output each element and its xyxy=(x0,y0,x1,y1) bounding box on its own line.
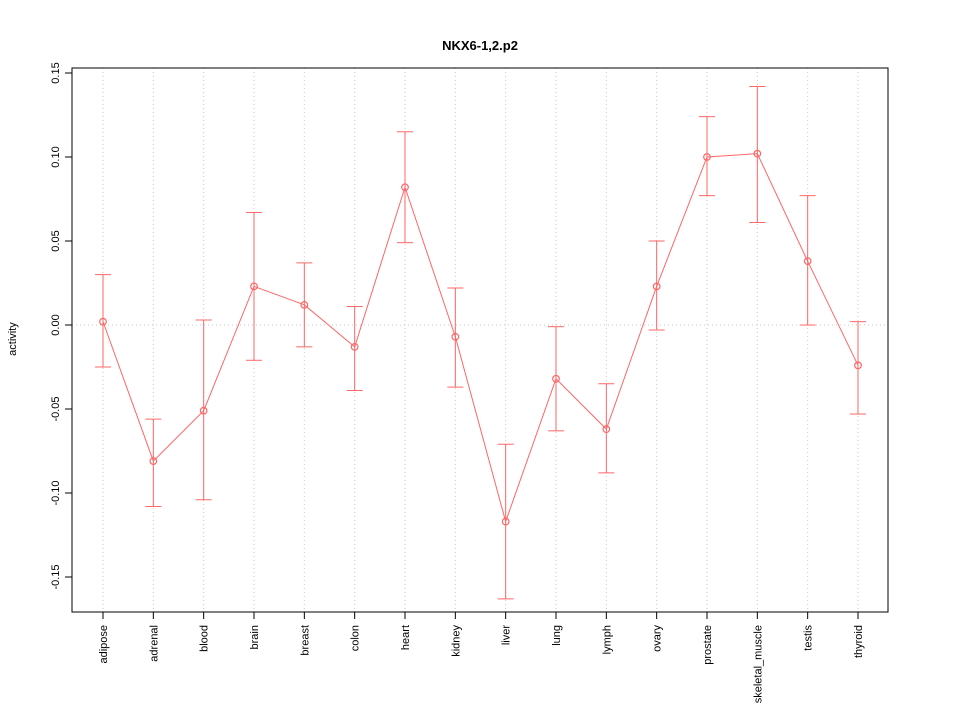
svg-text:prostate: prostate xyxy=(702,625,714,665)
svg-text:0.00: 0.00 xyxy=(50,314,62,335)
svg-text:breast: breast xyxy=(299,625,311,656)
svg-text:kidney: kidney xyxy=(450,625,462,657)
svg-text:adipose: adipose xyxy=(98,625,110,664)
svg-text:liver: liver xyxy=(501,625,513,646)
svg-text:-0.10: -0.10 xyxy=(50,480,62,505)
svg-text:brain: brain xyxy=(249,625,261,649)
svg-text:blood: blood xyxy=(199,625,211,652)
chart-title: NKX6-1,2.p2 xyxy=(442,38,518,53)
svg-text:thyroid: thyroid xyxy=(853,625,865,658)
svg-text:ovary: ovary xyxy=(652,625,664,652)
svg-text:0.10: 0.10 xyxy=(50,146,62,167)
svg-text:skeletal_muscle: skeletal_muscle xyxy=(752,625,764,703)
svg-text:-0.15: -0.15 xyxy=(50,564,62,589)
svg-text:testis: testis xyxy=(803,625,815,651)
svg-text:adrenal: adrenal xyxy=(148,625,160,662)
svg-text:colon: colon xyxy=(350,625,362,651)
svg-text:0.15: 0.15 xyxy=(50,62,62,83)
svg-text:-0.05: -0.05 xyxy=(50,396,62,421)
svg-text:0.05: 0.05 xyxy=(50,230,62,251)
svg-text:heart: heart xyxy=(400,625,412,650)
y-axis-label: activity xyxy=(7,322,19,356)
svg-text:lung: lung xyxy=(551,625,563,646)
svg-text:lymph: lymph xyxy=(601,625,613,654)
